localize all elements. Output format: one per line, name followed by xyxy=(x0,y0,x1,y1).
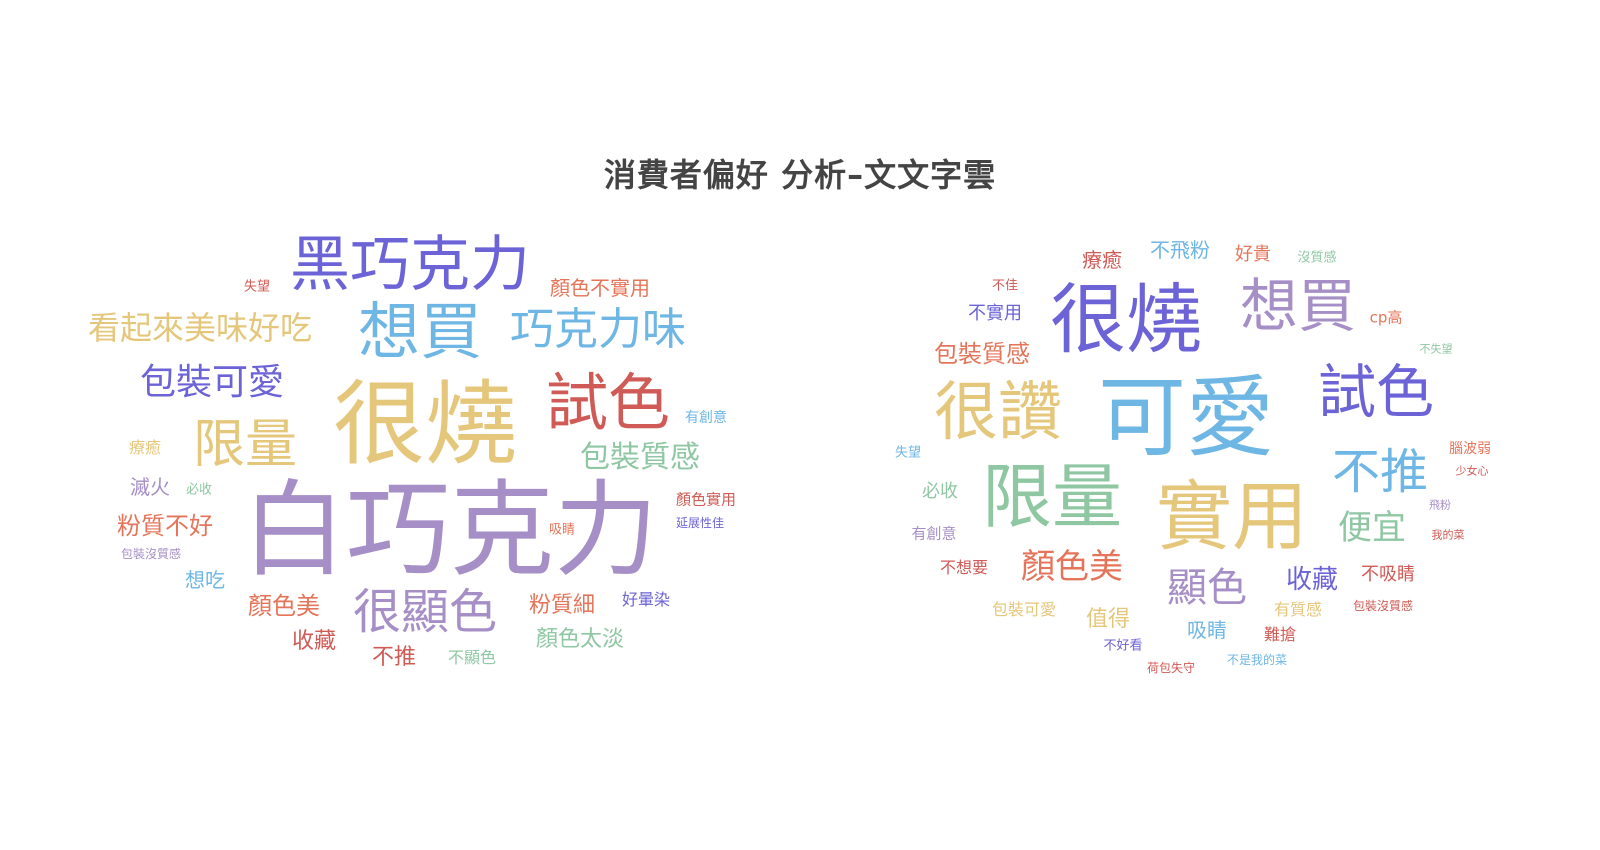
word-cloud-term: 難搶 xyxy=(1263,625,1297,644)
word-cloud-term: 失望 xyxy=(243,279,271,295)
word-cloud-term: 失望 xyxy=(894,445,922,461)
word-cloud-term: 黑巧克力 xyxy=(290,230,530,300)
word-cloud-term: 腦波弱 xyxy=(1449,441,1491,457)
word-cloud-term: cp高 xyxy=(1369,308,1403,327)
word-cloud-term: 值得 xyxy=(1085,607,1131,632)
word-cloud-term: 有質感 xyxy=(1273,600,1323,619)
word-cloud-term: 延展性佳 xyxy=(675,516,725,530)
word-cloud-term: 很讚 xyxy=(934,376,1062,450)
word-cloud-term: 想吃 xyxy=(185,568,225,592)
word-cloud-term: 想買 xyxy=(357,295,483,368)
word-cloud-term: 試色 xyxy=(1317,358,1435,426)
word-cloud-term: 不顯色 xyxy=(447,648,497,667)
word-cloud-term: 顏色太淡 xyxy=(535,627,625,652)
word-cloud-term: 限量 xyxy=(982,456,1122,538)
word-cloud-term: 療癒 xyxy=(1082,248,1122,272)
word-cloud-term: 好貴 xyxy=(1235,244,1271,265)
word-cloud-term: 必收 xyxy=(185,482,213,498)
word-cloud-term: 不飛粉 xyxy=(1150,238,1210,262)
word-cloud-term: 包裝沒質感 xyxy=(120,547,182,561)
word-cloud-term: 荷包失守 xyxy=(1146,661,1196,675)
word-cloud-term: 很燒 xyxy=(1050,275,1202,364)
word-cloud-term: 不推 xyxy=(1331,444,1429,500)
word-cloud-term: 不佳 xyxy=(991,278,1019,294)
word-cloud-term: 顏色不實用 xyxy=(550,276,650,300)
word-cloud-term: 白巧克力 xyxy=(241,469,659,591)
word-cloud-term: 包裝質感 xyxy=(580,440,700,475)
word-cloud-term: 可愛 xyxy=(1097,366,1275,469)
word-cloud-term: 粉質細 xyxy=(528,593,596,618)
word-cloud-term: 少女心 xyxy=(1455,464,1489,478)
word-cloud-term: 不想要 xyxy=(939,558,989,577)
word-cloud-term: 不吸睛 xyxy=(1361,564,1415,585)
page-title: 消費者偏好 分析–文文字雲 xyxy=(603,156,997,194)
word-cloud-term: 包裝質感 xyxy=(934,340,1030,368)
word-cloud-term: 顏色美 xyxy=(1021,547,1123,587)
word-cloud-term: 不好看 xyxy=(1103,638,1143,654)
word-cloud-term: 包裝可愛 xyxy=(991,600,1057,619)
word-cloud-term: 不是我的菜 xyxy=(1226,653,1288,667)
word-cloud-term: 不失望 xyxy=(1419,342,1453,356)
word-cloud-term: 很顯色 xyxy=(352,584,498,640)
word-cloud-term: 吸睛 xyxy=(1187,618,1227,642)
word-cloud-term: 有創意 xyxy=(911,524,957,543)
word-cloud-term: 實用 xyxy=(1156,472,1308,561)
word-cloud-term: 想買 xyxy=(1239,272,1357,340)
word-cloud-term: 限量 xyxy=(192,415,298,475)
word-cloud-term: 收藏 xyxy=(291,629,337,654)
word-cloud-term: 滅火 xyxy=(130,475,170,499)
word-cloud-term: 沒質感 xyxy=(1297,250,1337,266)
word-cloud-term: 顏色實用 xyxy=(675,490,737,509)
word-cloud-term: 顏色美 xyxy=(248,592,320,620)
word-cloud-term: 顯色 xyxy=(1167,565,1247,611)
word-cloud-term: 收藏 xyxy=(1285,565,1339,595)
word-cloud-term: 很燒 xyxy=(332,371,518,478)
word-cloud-term: 巧克力味 xyxy=(510,304,686,355)
word-cloud-term: 必收 xyxy=(922,481,958,502)
word-cloud-term: 有創意 xyxy=(685,410,727,426)
word-cloud-term: 粉質不好 xyxy=(117,512,213,540)
word-cloud-term: 我的菜 xyxy=(1431,528,1465,542)
word-cloud-term: 不推 xyxy=(371,645,417,670)
word-cloud-term: 包裝沒質感 xyxy=(1352,599,1414,613)
word-cloud-term: 吸睛 xyxy=(548,522,576,538)
word-cloud-term: 包裝可愛 xyxy=(139,362,285,403)
word-cloud-term: 好暈染 xyxy=(621,590,671,609)
word-cloud-term: 療癒 xyxy=(128,438,162,457)
word-cloud-term: 便宜 xyxy=(1338,508,1406,548)
word-cloud-term: 看起來美味好吃 xyxy=(87,309,313,347)
word-cloud-term: 試色 xyxy=(545,366,671,439)
word-cloud-term: 不實用 xyxy=(968,303,1022,324)
word-cloud-term: 飛粉 xyxy=(1429,498,1451,512)
